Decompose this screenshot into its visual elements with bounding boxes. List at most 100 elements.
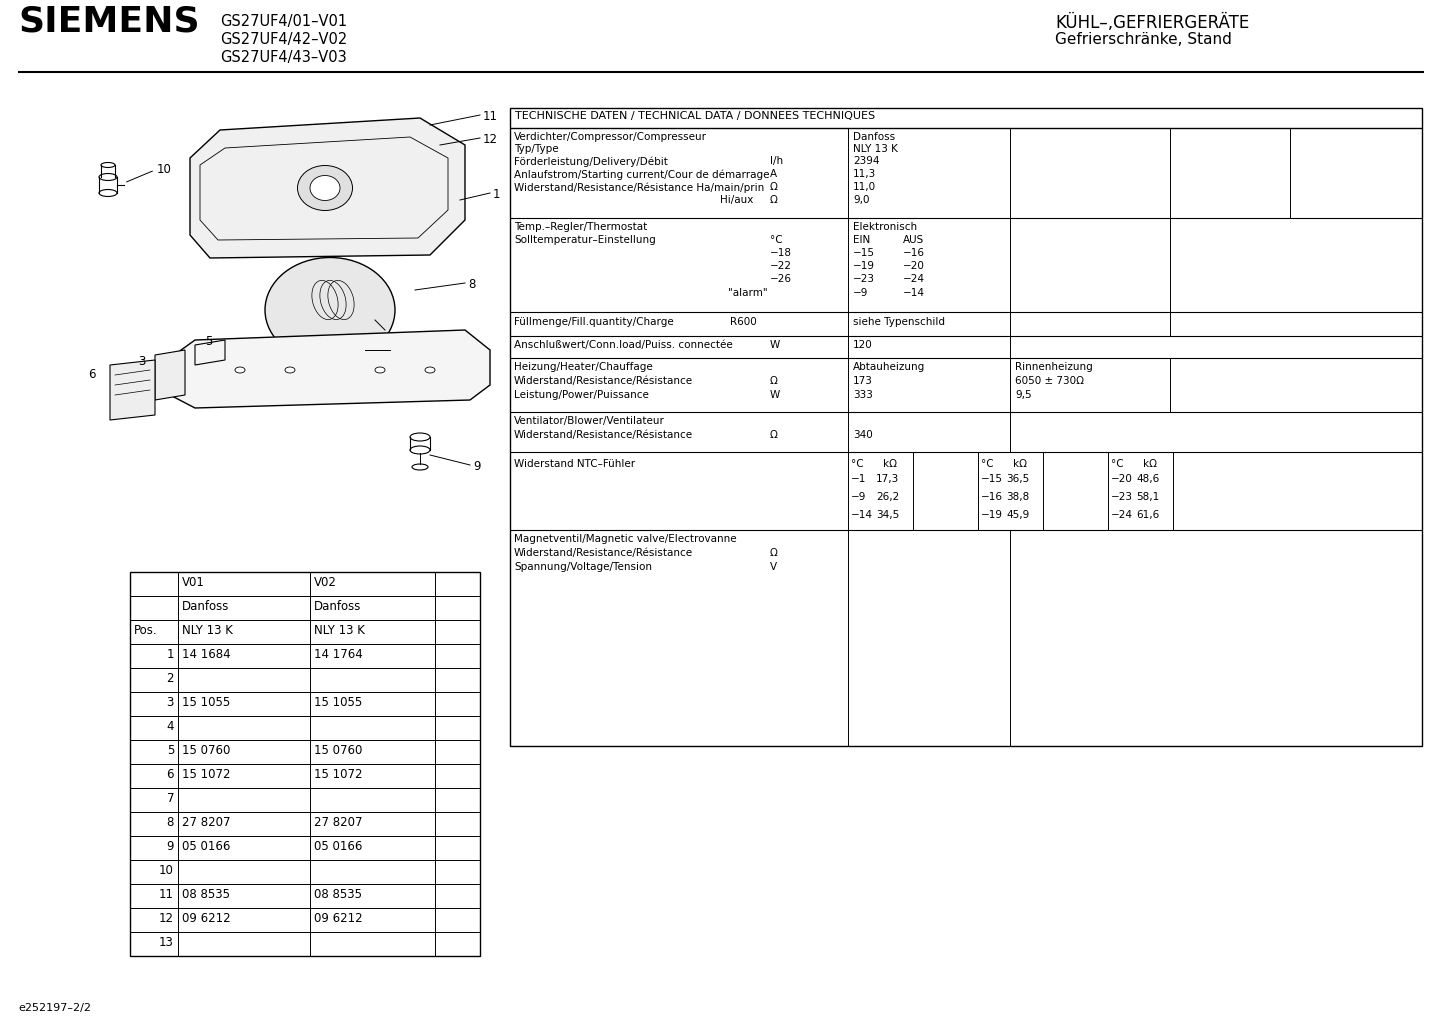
Text: −24: −24 [1110,510,1133,520]
Text: 11,0: 11,0 [854,182,877,192]
Ellipse shape [375,367,385,373]
Text: Pos.: Pos. [134,624,157,637]
Text: 7: 7 [166,792,174,805]
Text: 2394: 2394 [854,156,880,166]
Text: 12: 12 [483,133,497,146]
Text: 340: 340 [854,430,872,440]
Text: 15 1055: 15 1055 [314,696,362,709]
Text: 6: 6 [88,368,95,381]
Text: 27 8207: 27 8207 [314,816,362,829]
Text: 05 0166: 05 0166 [314,840,362,853]
Ellipse shape [410,433,430,441]
Text: Ω: Ω [770,548,777,558]
Text: −20: −20 [903,261,924,271]
Text: 09 6212: 09 6212 [314,912,362,925]
Text: 48,6: 48,6 [1136,474,1159,484]
Polygon shape [154,350,185,400]
Text: GS27UF4/42–V02: GS27UF4/42–V02 [221,32,348,47]
Text: −26: −26 [770,274,792,284]
Text: −14: −14 [851,510,872,520]
Text: Elektronisch: Elektronisch [854,222,917,232]
Text: 3: 3 [138,355,146,368]
Text: Heizung/Heater/Chauffage: Heizung/Heater/Chauffage [513,362,653,372]
Text: 61,6: 61,6 [1136,510,1159,520]
Text: 15 1072: 15 1072 [314,768,362,781]
Text: V: V [770,562,777,572]
Text: 12: 12 [159,912,174,925]
Text: Widerstand/Resistance/Résistance: Widerstand/Resistance/Résistance [513,548,694,558]
Text: 333: 333 [854,390,872,400]
Text: GS27UF4/01–V01: GS27UF4/01–V01 [221,14,348,29]
Text: 9: 9 [166,840,174,853]
Text: W: W [770,340,780,350]
Ellipse shape [101,162,115,167]
Text: Typ/Type: Typ/Type [513,144,558,154]
Text: 34,5: 34,5 [875,510,900,520]
Text: AUS: AUS [903,235,924,245]
Text: 2: 2 [166,672,174,685]
Text: −20: −20 [1110,474,1133,484]
Ellipse shape [265,258,395,363]
Text: 15 1055: 15 1055 [182,696,231,709]
Text: NLY 13 K: NLY 13 K [854,144,898,154]
Text: Spannung/Voltage/Tension: Spannung/Voltage/Tension [513,562,652,572]
Bar [510,108,1422,746]
Text: °C: °C [851,459,864,469]
Text: Ω: Ω [770,430,777,440]
Text: Abtauheizung: Abtauheizung [854,362,926,372]
Text: 8: 8 [469,278,476,291]
Ellipse shape [425,367,435,373]
Text: EIN: EIN [854,235,871,245]
Text: 10: 10 [159,864,174,877]
Text: W: W [770,390,780,400]
Text: 38,8: 38,8 [1007,492,1030,502]
Text: Ω: Ω [770,182,777,192]
Text: KÜHL–,GEFRIERGERÄTE: KÜHL–,GEFRIERGERÄTE [1056,14,1249,32]
Text: siehe Typenschild: siehe Typenschild [854,317,945,327]
Text: −1: −1 [851,474,867,484]
Text: Widerstand/Resistance/Résistance Ha/main/prin: Widerstand/Resistance/Résistance Ha/main… [513,182,764,193]
Text: −22: −22 [770,261,792,271]
Text: 09 6212: 09 6212 [182,912,231,925]
Text: −16: −16 [903,248,924,258]
Ellipse shape [297,165,352,211]
Text: GS27UF4/43–V03: GS27UF4/43–V03 [221,50,346,65]
Text: 08 8535: 08 8535 [182,888,231,901]
Text: Gefrierschränke, Stand: Gefrierschränke, Stand [1056,32,1231,47]
Text: Leistung/Power/Puissance: Leistung/Power/Puissance [513,390,649,400]
Text: R600: R600 [730,317,757,327]
Text: Temp.–Regler/Thermostat: Temp.–Regler/Thermostat [513,222,647,232]
Text: 08 8535: 08 8535 [314,888,362,901]
Text: TECHNISCHE DATEN / TECHNICAL DATA / DONNEES TECHNIQUES: TECHNISCHE DATEN / TECHNICAL DATA / DONN… [515,111,875,121]
Text: 4: 4 [166,720,174,733]
Text: −24: −24 [903,274,924,284]
Text: −16: −16 [981,492,1004,502]
Text: 11: 11 [159,888,174,901]
Text: kΩ: kΩ [883,459,897,469]
Text: 5: 5 [205,335,212,348]
Text: 1: 1 [166,648,174,661]
Text: 15 1072: 15 1072 [182,768,231,781]
Polygon shape [170,330,490,408]
Ellipse shape [235,367,245,373]
Text: Widerstand/Resistance/Résistance: Widerstand/Resistance/Résistance [513,376,694,386]
Text: 10: 10 [157,163,172,176]
Ellipse shape [412,464,428,470]
Text: 1: 1 [493,187,500,201]
Text: Widerstand NTC–Fühler: Widerstand NTC–Fühler [513,459,634,469]
Text: Danfoss: Danfoss [854,132,895,142]
Text: 11,3: 11,3 [854,169,877,179]
Text: −19: −19 [981,510,1004,520]
Text: −9: −9 [851,492,867,502]
Ellipse shape [310,175,340,201]
Text: 6: 6 [166,768,174,781]
Text: −15: −15 [854,248,875,258]
Text: Verdichter/Compressor/Compresseur: Verdichter/Compressor/Compresseur [513,132,707,142]
Text: 27 8207: 27 8207 [182,816,231,829]
Text: "alarm": "alarm" [728,288,767,298]
Text: Ω: Ω [770,376,777,386]
Text: Widerstand/Resistance/Résistance: Widerstand/Resistance/Résistance [513,430,694,440]
Text: Füllmenge/Fill.quantity/Charge: Füllmenge/Fill.quantity/Charge [513,317,673,327]
Text: 36,5: 36,5 [1007,474,1030,484]
Text: °C: °C [770,235,783,245]
